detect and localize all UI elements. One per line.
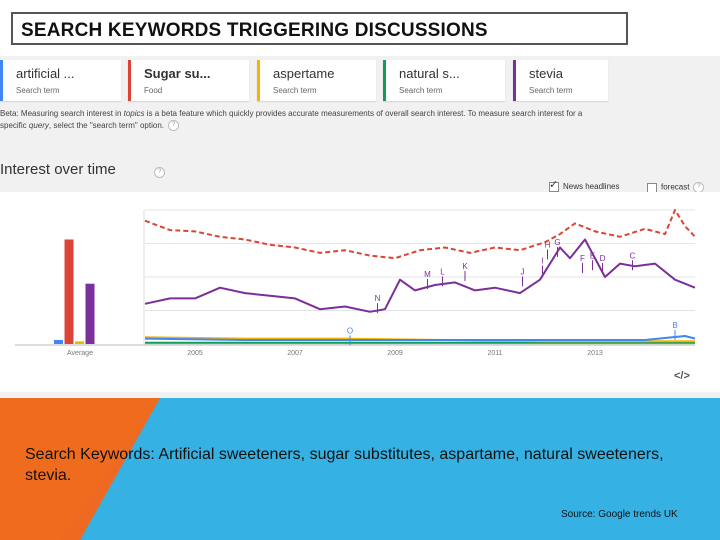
term-type: Search term <box>16 86 60 95</box>
series-line <box>144 238 696 313</box>
annotation-label: B <box>672 321 677 330</box>
term-card-aspertame[interactable]: aspertame Search term <box>257 60 376 101</box>
term-name: natural s... <box>399 66 460 81</box>
source-note: Source: Google trends UK <box>561 509 678 520</box>
annotation-label: C <box>630 251 636 260</box>
beta-text-1: Beta: Measuring search interest in <box>0 109 124 118</box>
term-type: Search term <box>399 86 443 95</box>
news-headlines-option[interactable]: ✓ News headlines <box>549 179 620 192</box>
term-type: Search term <box>273 86 317 95</box>
x-tick-label: 2007 <box>287 350 303 357</box>
slide-title: SEARCH KEYWORDS TRIGGERING DISCUSSIONS <box>21 20 488 41</box>
annotation-label: I <box>541 257 543 266</box>
beta-text-2: is a beta feature which quickly provides… <box>0 109 583 130</box>
trends-screenshot: artificial ... Search term Sugar su... F… <box>0 56 720 398</box>
term-type: Search term <box>529 86 573 95</box>
news-headlines-label: News headlines <box>563 182 620 192</box>
forecast-label: forecast <box>661 182 690 192</box>
average-bar <box>54 339 63 344</box>
section-title: Interest over time <box>0 161 116 178</box>
x-tick-label: 2011 <box>487 350 502 357</box>
average-label: Average <box>67 350 93 357</box>
average-bar <box>64 239 74 344</box>
bottom-band-blue <box>80 398 720 540</box>
help-icon[interactable]: ? <box>154 167 165 178</box>
annotation-label: O <box>347 326 353 335</box>
x-tick-label: 2013 <box>587 350 603 357</box>
slide-title-box: SEARCH KEYWORDS TRIGGERING DISCUSSIONS <box>11 12 628 45</box>
annotation-label: N <box>375 294 381 303</box>
average-bar <box>85 283 95 344</box>
annotation-label: M <box>424 270 431 279</box>
beta-topics: topics <box>123 109 145 118</box>
term-card-artificial[interactable]: artificial ... Search term <box>0 60 121 101</box>
annotation-label: L <box>440 267 445 276</box>
term-name: stevia <box>529 66 563 81</box>
beta-query: query <box>28 121 49 130</box>
forecast-checkbox[interactable] <box>647 182 657 193</box>
slide-caption: Search Keywords: Artificial sweeteners, … <box>25 446 664 484</box>
annotation-label: H <box>545 241 551 250</box>
annotation-label: D <box>600 254 606 263</box>
average-bar <box>75 341 84 344</box>
term-name: Sugar su... <box>144 66 211 81</box>
annotation-label: G <box>554 238 560 247</box>
help-icon[interactable]: ? <box>168 120 179 132</box>
series-line <box>144 209 696 260</box>
term-type: Food <box>144 86 163 95</box>
term-card-natural-sweeteners[interactable]: natural s... Search term <box>383 60 505 101</box>
chart-panel: Average 2005 2007 2009 2011 2013 O N M L K J I H G F E D C… <box>0 192 720 392</box>
annotation-label: F <box>580 254 585 263</box>
x-tick-label: 2009 <box>387 350 403 357</box>
annotation-label: J <box>521 267 525 276</box>
term-name: artificial ... <box>16 66 75 81</box>
annotation-label: E <box>590 251 595 260</box>
annotation-label: K <box>462 262 468 271</box>
checkmark-icon: ✓ <box>549 179 559 191</box>
beta-text-3: , select the "search term" option. <box>48 121 164 130</box>
news-headlines-checkbox[interactable]: ✓ <box>549 179 559 192</box>
interest-chart: Average 2005 2007 2009 2011 2013 O N M L K J IH G F E D C… <box>15 209 696 357</box>
series-line <box>144 335 696 341</box>
term-name: aspertame <box>273 66 335 81</box>
embed-code-icon[interactable]: </> <box>674 370 690 382</box>
x-tick-label: 2005 <box>187 350 203 357</box>
beta-note: Beta: Measuring search interest in topic… <box>0 108 600 132</box>
term-card-stevia[interactable]: stevia Search term <box>513 60 608 101</box>
term-card-sugar-substitutes[interactable]: Sugar su... Food <box>128 60 249 101</box>
